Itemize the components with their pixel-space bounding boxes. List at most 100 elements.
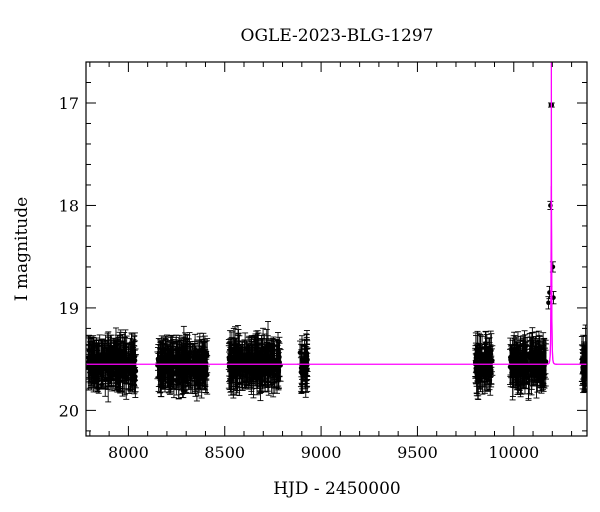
marker xyxy=(123,345,128,351)
data-point xyxy=(231,339,238,364)
marker xyxy=(179,365,184,371)
data-point xyxy=(485,346,492,371)
marker xyxy=(177,346,182,352)
marker xyxy=(104,360,109,365)
marker xyxy=(165,359,170,365)
marker xyxy=(540,375,546,381)
data-point xyxy=(162,353,169,386)
marker xyxy=(235,368,240,374)
data-point xyxy=(196,332,203,381)
data-point xyxy=(274,339,281,382)
marker xyxy=(87,357,92,363)
data-point xyxy=(130,340,137,378)
marker xyxy=(530,349,535,354)
data-point xyxy=(472,347,479,377)
data-point xyxy=(479,335,486,377)
data-point xyxy=(175,356,182,386)
marker xyxy=(483,365,488,371)
chart-title: OGLE-2023-BLG-1297 xyxy=(241,26,434,46)
marker xyxy=(479,354,485,359)
data-point xyxy=(276,348,283,377)
marker xyxy=(93,367,99,372)
marker xyxy=(169,349,174,355)
marker xyxy=(197,354,203,360)
marker xyxy=(475,372,481,378)
data-point xyxy=(114,355,121,379)
data-point xyxy=(189,351,196,394)
marker xyxy=(232,365,238,371)
data-point xyxy=(120,350,127,394)
marker xyxy=(260,354,266,360)
marker xyxy=(131,356,136,362)
data-point xyxy=(88,340,95,371)
marker xyxy=(176,368,181,374)
data-point xyxy=(539,365,546,391)
data-point xyxy=(203,356,210,380)
marker xyxy=(200,365,205,370)
marker xyxy=(258,350,264,355)
marker xyxy=(112,351,117,356)
marker xyxy=(232,349,237,354)
marker xyxy=(540,352,546,358)
marker xyxy=(473,355,479,361)
data-point xyxy=(156,351,163,394)
data-point xyxy=(93,354,100,385)
marker xyxy=(230,375,236,380)
marker xyxy=(163,367,168,372)
marker xyxy=(99,365,104,370)
data-point xyxy=(267,343,274,376)
marker xyxy=(509,353,514,359)
marker xyxy=(268,357,273,363)
marker xyxy=(255,361,261,366)
data-point xyxy=(298,338,305,380)
marker xyxy=(157,369,163,375)
data-point xyxy=(107,353,114,384)
marker xyxy=(251,362,256,368)
data-point xyxy=(482,348,489,388)
marker xyxy=(108,366,114,371)
data-point xyxy=(90,337,97,383)
data-point xyxy=(199,346,206,389)
marker xyxy=(115,364,121,370)
marker xyxy=(269,369,274,375)
data-point xyxy=(259,338,266,376)
marker xyxy=(120,355,125,361)
marker xyxy=(487,372,493,377)
data-point xyxy=(98,354,105,381)
marker xyxy=(89,353,94,359)
marker xyxy=(181,372,186,378)
marker xyxy=(472,360,478,365)
data-point xyxy=(103,347,110,378)
data-point xyxy=(254,333,261,380)
marker xyxy=(258,367,263,373)
marker xyxy=(522,348,527,353)
marker xyxy=(528,355,533,361)
marker xyxy=(204,353,210,358)
data-point xyxy=(187,346,194,389)
data-point xyxy=(176,334,183,364)
data-point xyxy=(234,351,241,391)
marker xyxy=(181,361,187,366)
marker xyxy=(101,351,107,357)
marker xyxy=(254,354,260,359)
marker xyxy=(305,357,310,363)
marker xyxy=(204,365,209,371)
marker xyxy=(189,370,195,375)
marker xyxy=(121,369,127,375)
data-point xyxy=(194,351,201,380)
marker xyxy=(91,357,96,363)
data-point xyxy=(304,347,311,372)
marker xyxy=(188,365,193,371)
marker xyxy=(277,360,282,365)
marker xyxy=(132,365,138,371)
marker xyxy=(517,367,523,372)
data-point xyxy=(527,339,534,376)
data-point xyxy=(509,349,516,384)
data-layer xyxy=(86,102,587,403)
data-point xyxy=(230,364,237,391)
marker xyxy=(509,364,515,369)
marker xyxy=(299,356,305,362)
marker xyxy=(298,369,304,375)
data-point xyxy=(238,341,245,373)
